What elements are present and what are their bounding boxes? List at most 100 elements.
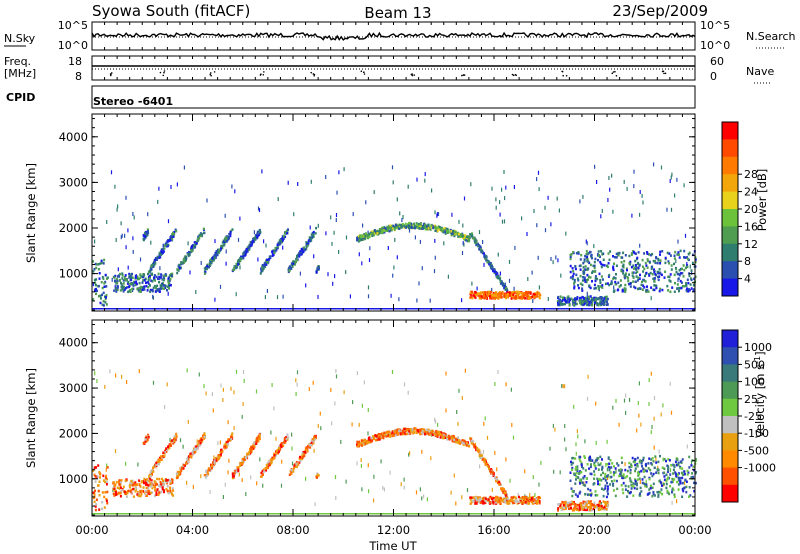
power-data-point	[504, 196, 506, 201]
power-data-point	[95, 287, 97, 291]
power-data-point	[165, 243, 168, 247]
velocity-data-point	[482, 513, 485, 515]
velocity-data-point	[269, 513, 272, 515]
velocity-data-point	[380, 459, 382, 464]
power-data-point	[686, 278, 689, 281]
power-data-point	[301, 249, 304, 252]
velocity-data-point	[252, 447, 255, 450]
power-data-point	[271, 252, 274, 255]
velocity-data-point	[447, 513, 450, 515]
power-data-point	[406, 224, 409, 228]
cpid-strip-frame	[91, 85, 696, 109]
velocity-data-point	[97, 464, 100, 467]
velocity-data-point	[602, 513, 604, 515]
velocity-data-point	[131, 481, 133, 485]
power-data-point	[368, 258, 371, 263]
power-data-point	[387, 227, 390, 230]
velocity-data-point	[127, 489, 130, 493]
velocity-data-point	[420, 429, 423, 433]
velocity-data-point	[662, 403, 664, 408]
power-data-point	[402, 308, 405, 310]
power-data-point	[537, 255, 539, 260]
velocity-data-point	[676, 513, 679, 515]
power-data-point	[579, 308, 582, 310]
velocity-data-point	[434, 417, 436, 422]
power-data-point	[434, 227, 437, 230]
power-data-point	[608, 273, 611, 277]
velocity-data-point	[227, 420, 229, 425]
power-data-point	[690, 269, 693, 272]
power-data-point	[644, 261, 647, 265]
power-data-point	[325, 231, 327, 236]
power-colorbar-swatch	[722, 156, 738, 175]
power-data-point	[436, 229, 439, 232]
velocity-data-point	[301, 452, 304, 455]
velocity-data-point	[96, 379, 98, 383]
power-data-point	[95, 278, 98, 281]
power-data-point	[528, 296, 531, 299]
power-data-point	[98, 308, 101, 310]
power-data-point	[306, 246, 308, 251]
power-data-point	[500, 281, 503, 284]
power-data-point	[549, 308, 552, 310]
power-data-point	[441, 228, 444, 231]
velocity-data-point	[496, 467, 498, 472]
power-data-point	[106, 277, 108, 280]
power-data-point	[679, 279, 682, 283]
power-data-point	[651, 273, 654, 276]
power-data-point	[557, 295, 560, 299]
power-data-point	[650, 296, 652, 301]
power-data-point	[120, 283, 123, 286]
power-data-point	[640, 283, 643, 287]
velocity-data-point	[360, 463, 362, 468]
velocity-data-point	[457, 421, 459, 426]
power-data-point	[572, 251, 575, 254]
power-data-point	[642, 270, 645, 273]
power-data-point	[576, 308, 579, 310]
power-data-point	[147, 282, 150, 286]
velocity-data-point	[231, 513, 234, 515]
power-data-point	[196, 237, 199, 241]
power-data-point	[403, 225, 406, 228]
power-data-point	[127, 280, 130, 284]
velocity-data-point	[691, 513, 694, 515]
velocity-data-point	[303, 513, 305, 515]
velocity-data-point	[301, 457, 304, 461]
velocity-data-point	[130, 488, 133, 492]
power-data-point	[495, 296, 498, 299]
power-data-point	[514, 245, 516, 250]
power-data-point	[514, 308, 517, 310]
velocity-data-point	[489, 513, 491, 515]
velocity-data-point	[262, 483, 264, 488]
nave-dip-point	[664, 72, 667, 75]
power-data-point	[147, 286, 150, 289]
power-data-point	[197, 308, 200, 310]
velocity-data-point	[154, 494, 156, 498]
power-data-point	[132, 280, 135, 284]
power-data-point	[103, 258, 106, 262]
power-data-point	[493, 268, 496, 271]
velocity-data-point	[511, 513, 514, 515]
power-data-point	[589, 295, 592, 298]
power-data-point	[685, 266, 687, 270]
power-data-point	[276, 308, 279, 310]
nsearch-label: N.Search	[746, 30, 796, 43]
velocity-data-point	[248, 451, 251, 454]
power-data-point	[434, 210, 436, 215]
velocity-data-point	[106, 490, 109, 494]
power-data-point	[694, 258, 697, 261]
power-data-point	[676, 287, 679, 290]
power-data-point	[588, 284, 591, 288]
power-data-point	[281, 237, 284, 240]
velocity-data-point	[220, 513, 223, 515]
power-data-point	[478, 244, 481, 248]
velocity-data-point	[315, 513, 318, 515]
velocity-data-point	[497, 513, 500, 515]
power-data-point	[677, 277, 680, 280]
velocity-data-point	[486, 435, 489, 440]
velocity-data-point	[99, 476, 101, 479]
velocity-data-point	[97, 484, 99, 487]
power-data-point	[200, 233, 203, 236]
power-data-point	[529, 296, 532, 300]
power-data-point	[507, 296, 510, 299]
